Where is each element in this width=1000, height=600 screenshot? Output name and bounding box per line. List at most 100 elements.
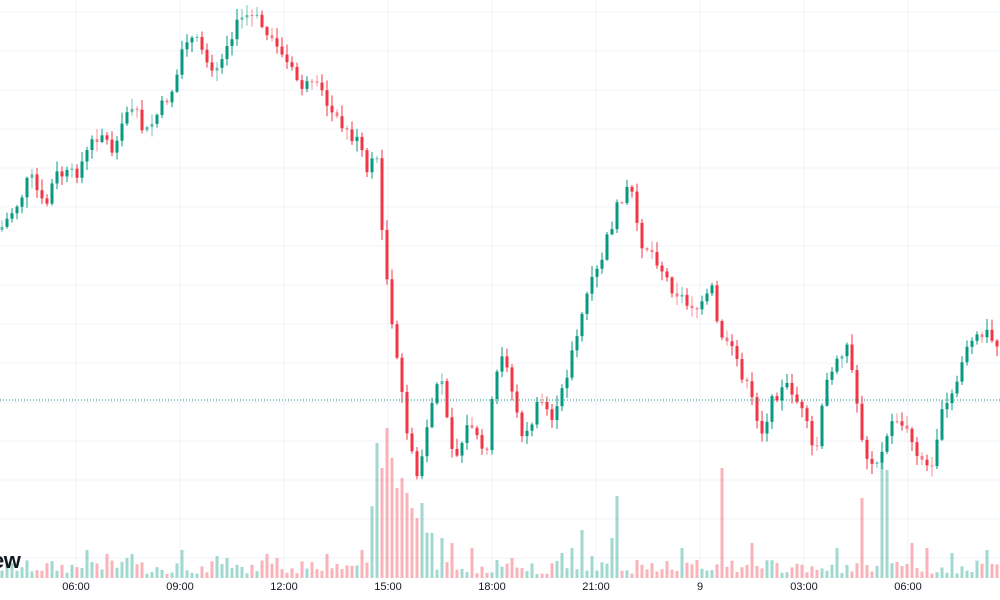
candle-body — [380, 158, 384, 230]
volume-bar — [75, 567, 79, 578]
volume-bar — [85, 550, 89, 578]
volume-bar — [540, 573, 544, 578]
volume-bar — [135, 564, 139, 578]
candle-body — [65, 169, 69, 177]
candle-body — [130, 108, 134, 113]
candle-body — [665, 271, 669, 278]
volume-bar — [365, 562, 369, 578]
candle-body — [10, 213, 14, 219]
volume-bar — [50, 561, 54, 578]
candle-body — [990, 329, 994, 341]
candle-body — [90, 139, 94, 151]
time-axis-label: 21:00 — [582, 581, 610, 593]
candle-body — [305, 81, 309, 89]
volume-bar — [590, 556, 594, 578]
volume-bar — [960, 566, 964, 578]
candle-body — [875, 462, 879, 464]
volume-bar — [780, 572, 784, 578]
candle-body — [505, 356, 509, 368]
volume-bar — [975, 560, 979, 578]
volume-bar — [930, 573, 934, 578]
volume-bar — [535, 573, 539, 578]
volume-bar — [0, 570, 4, 578]
volume-bar — [915, 568, 919, 578]
candle-body — [850, 344, 854, 371]
volume-bar — [510, 558, 514, 578]
candle-body — [540, 401, 544, 403]
candle-body — [685, 294, 689, 306]
candle-body — [595, 268, 599, 277]
candle-body — [600, 259, 604, 269]
candle-body — [360, 136, 364, 151]
volume-bar — [605, 563, 609, 578]
candle-body — [885, 436, 889, 452]
volume-bar — [345, 565, 349, 578]
candle-body — [745, 379, 749, 382]
candle-body — [575, 336, 579, 351]
candle-body — [825, 379, 829, 406]
candle-body — [945, 403, 949, 410]
candle-body — [460, 442, 464, 456]
candle-body — [140, 109, 144, 131]
candle-body — [580, 313, 584, 337]
volume-bar — [800, 564, 804, 578]
candle-body — [435, 384, 439, 404]
candle-body — [645, 248, 649, 250]
volume-bar — [725, 566, 729, 578]
candle-body — [115, 140, 119, 153]
volume-bar — [810, 566, 814, 578]
candle-body — [590, 276, 594, 294]
volume-bar — [655, 571, 659, 578]
time-axis-label: 15:00 — [374, 581, 402, 593]
candle-body — [465, 425, 469, 443]
volume-bar — [65, 572, 69, 578]
candle-body — [855, 370, 859, 404]
candle-body — [560, 388, 564, 407]
candle-body — [485, 448, 489, 451]
candle-body — [790, 382, 794, 395]
candle-body — [235, 19, 239, 40]
volume-bar — [745, 564, 749, 578]
candle-body — [735, 346, 739, 360]
volume-bar — [870, 571, 874, 578]
volume-bar — [205, 572, 209, 578]
volume-bar — [910, 543, 914, 578]
volume-bar — [315, 569, 319, 578]
volume-bar — [195, 573, 199, 578]
volume-bar — [640, 564, 644, 578]
volume-bar — [795, 563, 799, 578]
volume-bar — [600, 562, 604, 578]
candle-body — [445, 381, 449, 418]
candle-body — [525, 430, 529, 437]
candle-body — [930, 465, 934, 467]
volume-bar — [905, 564, 909, 578]
candle-body — [910, 428, 914, 443]
candle-body — [110, 139, 114, 153]
candle-body — [225, 46, 229, 60]
candle-body — [230, 39, 234, 47]
candle-body — [15, 206, 19, 214]
volume-bar — [390, 458, 394, 578]
candle-body — [555, 406, 559, 421]
volume-bar — [350, 565, 354, 578]
volume-bar — [875, 565, 879, 578]
candle-body — [955, 381, 959, 394]
candle-body — [325, 90, 329, 106]
volume-bar — [770, 560, 774, 578]
candle-body — [30, 174, 34, 178]
volume-bar — [660, 569, 664, 578]
volume-bar — [405, 493, 409, 578]
volume-bar — [230, 567, 234, 578]
volume-bar — [665, 561, 669, 578]
candle-body — [925, 459, 929, 466]
volume-bar — [395, 488, 399, 578]
volume-bar — [80, 567, 84, 578]
volume-bar — [240, 566, 244, 578]
candle-body — [710, 285, 714, 294]
volume-bar — [320, 570, 324, 578]
candle-body — [795, 394, 799, 402]
volume-bar — [825, 570, 829, 578]
time-axis-label: 03:00 — [790, 581, 818, 593]
